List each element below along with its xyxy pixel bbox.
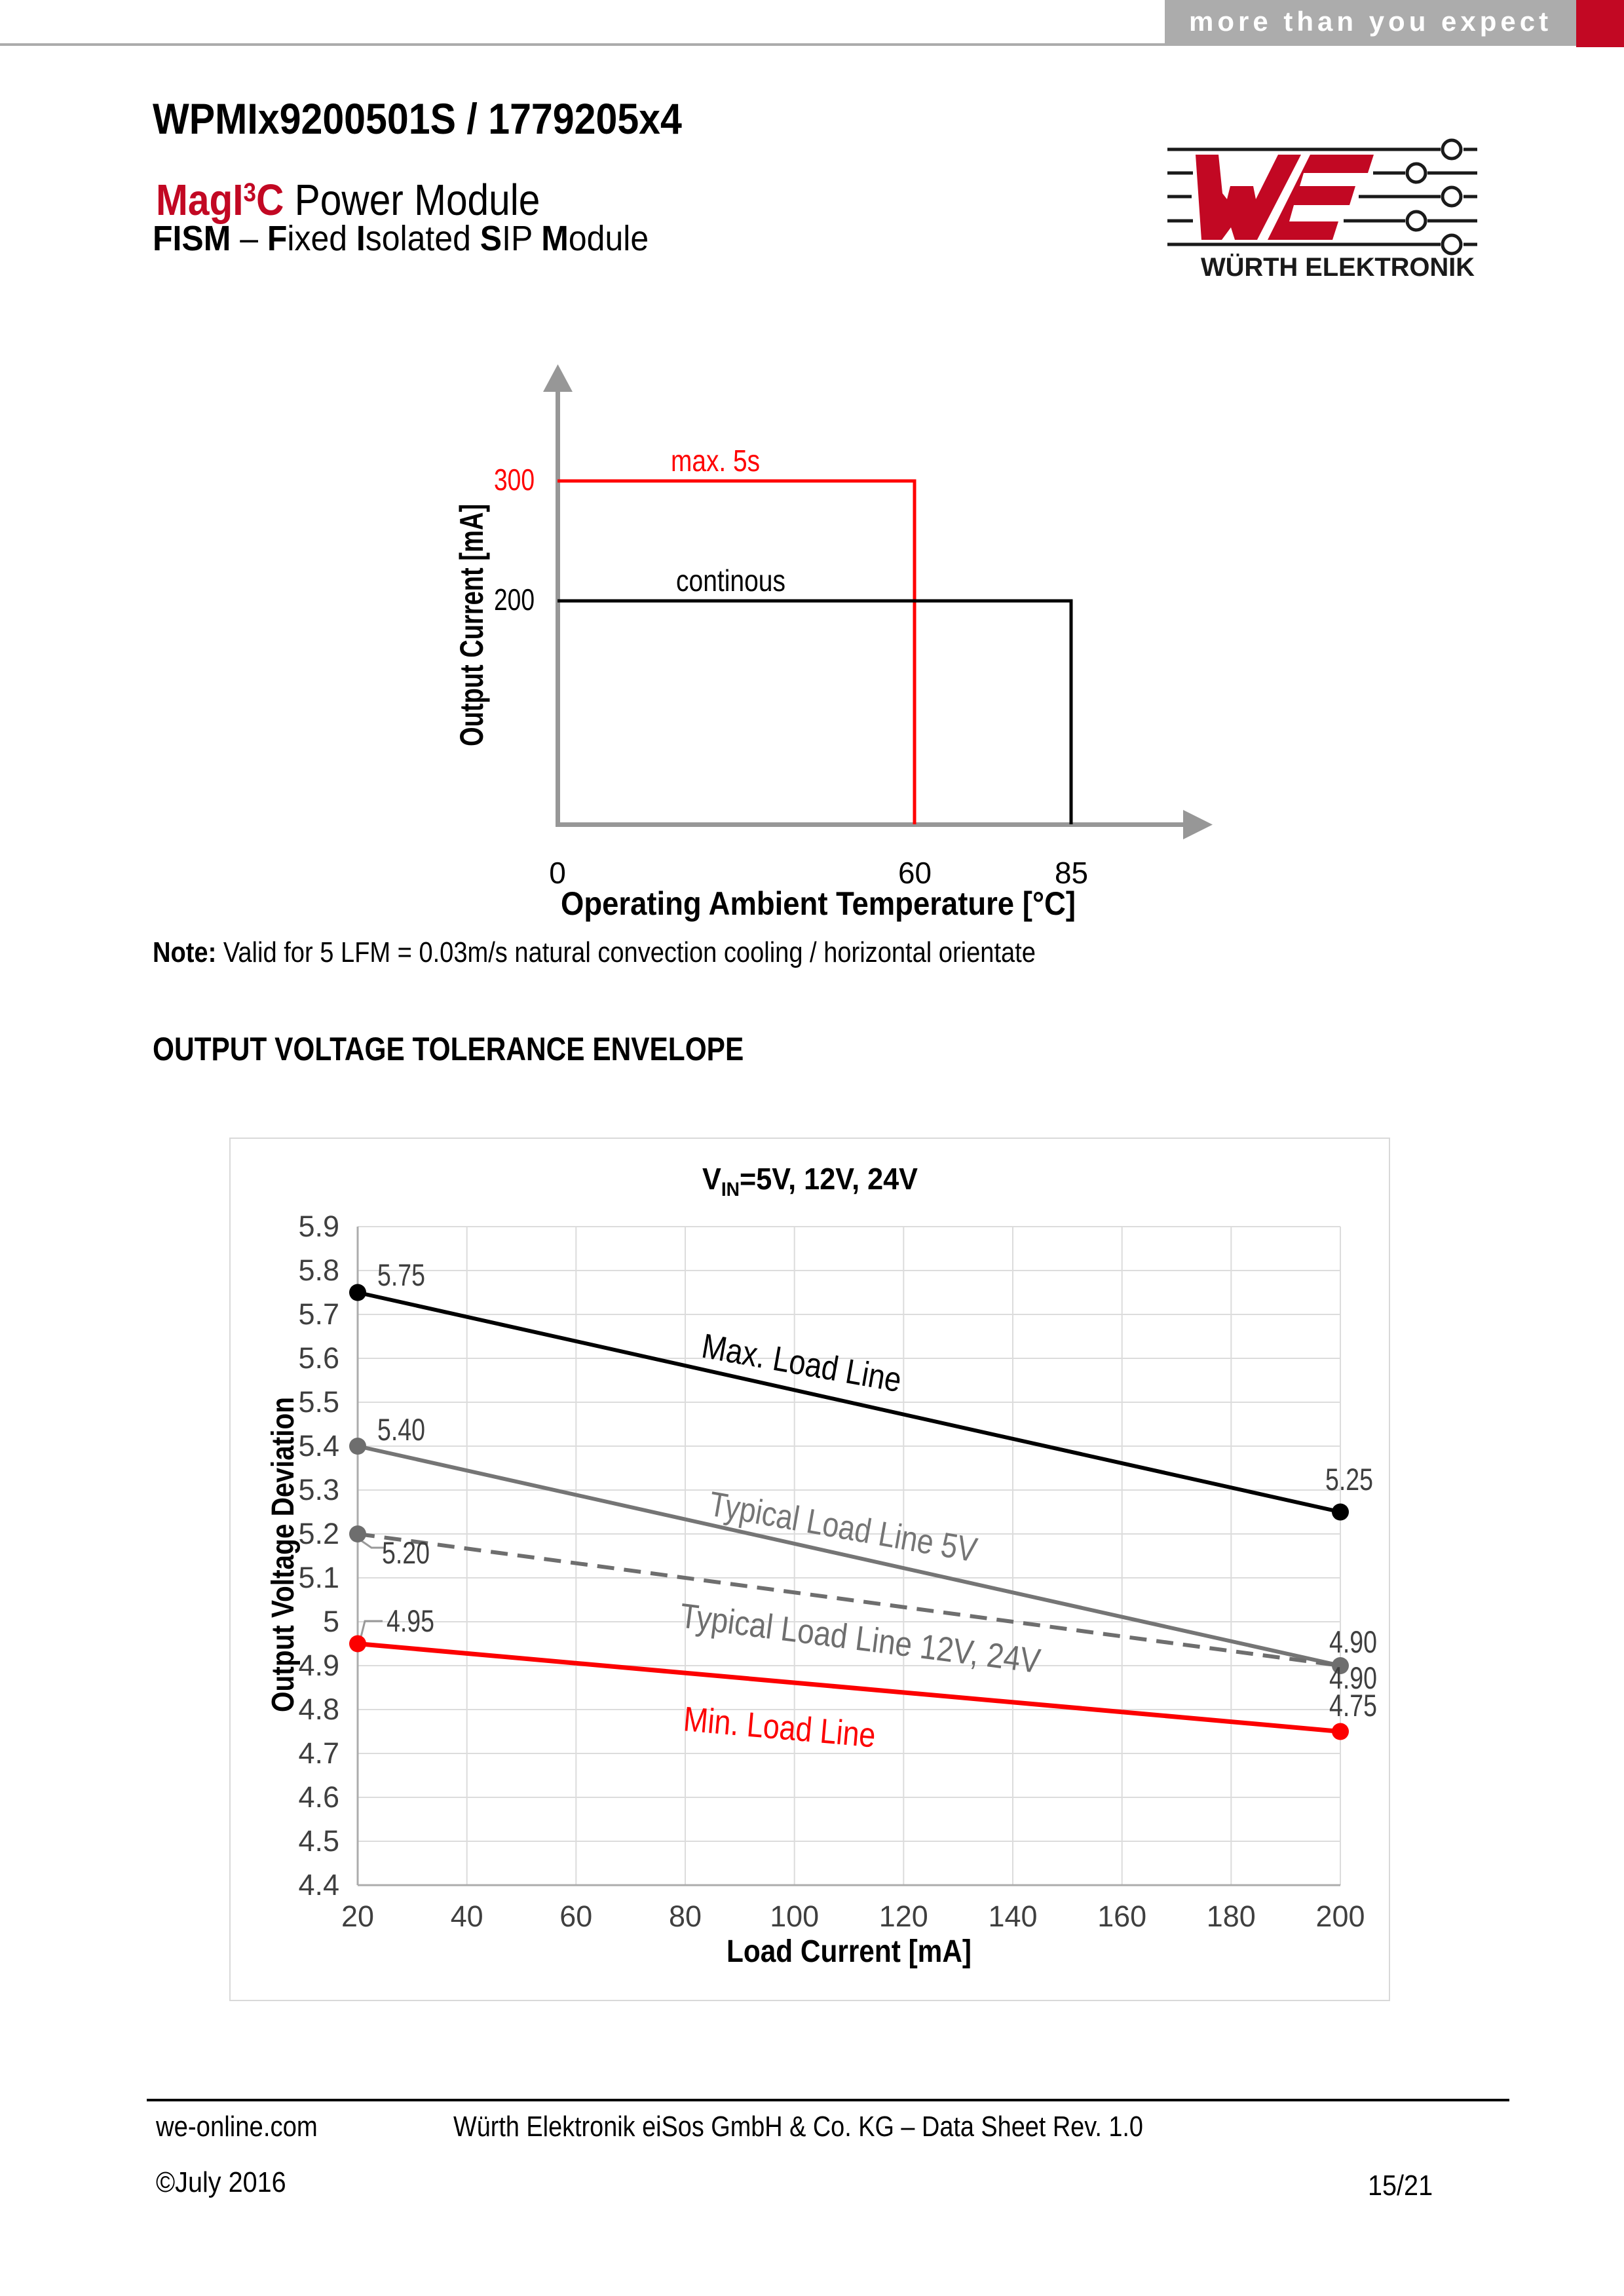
svg-text:5.4: 5.4 [298, 1429, 339, 1463]
svg-text:5: 5 [323, 1605, 339, 1638]
svg-text:Min. Load Line: Min. Load Line [682, 1700, 877, 1755]
svg-text:40: 40 [451, 1900, 483, 1933]
svg-text:5.3: 5.3 [298, 1473, 339, 1506]
svg-text:5.9: 5.9 [298, 1210, 339, 1243]
svg-text:0: 0 [549, 856, 566, 890]
svg-text:5.1: 5.1 [298, 1561, 339, 1594]
svg-text:180: 180 [1207, 1900, 1256, 1933]
svg-text:4.90: 4.90 [1329, 1660, 1377, 1695]
svg-text:4.9: 4.9 [298, 1649, 339, 1682]
svg-text:5.40: 5.40 [377, 1412, 425, 1447]
svg-text:4.4: 4.4 [298, 1868, 339, 1902]
svg-text:60: 60 [898, 856, 932, 890]
svg-text:5.5: 5.5 [298, 1385, 339, 1419]
svg-text:4.90: 4.90 [1329, 1624, 1377, 1659]
svg-text:100: 100 [770, 1900, 819, 1933]
svg-text:5.75: 5.75 [377, 1257, 425, 1292]
svg-text:4.95: 4.95 [387, 1603, 434, 1638]
svg-text:80: 80 [669, 1900, 702, 1933]
svg-text:VIN=5V, 12V, 24V: VIN=5V, 12V, 24V [702, 1162, 918, 1200]
svg-text:140: 140 [989, 1900, 1038, 1933]
svg-text:85: 85 [1055, 856, 1088, 890]
svg-text:60: 60 [559, 1900, 592, 1933]
svg-text:200: 200 [494, 583, 535, 617]
svg-text:Typical Load Line 5V: Typical Load Line 5V [706, 1485, 980, 1570]
svg-text:5.6: 5.6 [298, 1341, 339, 1375]
svg-text:200: 200 [1316, 1900, 1365, 1933]
svg-text:max. 5s: max. 5s [671, 444, 760, 478]
svg-text:Output Voltage Deviation: Output Voltage Deviation [266, 1397, 301, 1712]
svg-text:4.7: 4.7 [298, 1736, 339, 1770]
svg-text:5.20: 5.20 [382, 1535, 430, 1570]
svg-text:5.25: 5.25 [1325, 1462, 1373, 1497]
svg-text:WÜRTH ELEKTRONIK: WÜRTH ELEKTRONIK [1201, 252, 1475, 282]
svg-text:300: 300 [494, 463, 535, 497]
svg-text:4.8: 4.8 [298, 1693, 339, 1726]
svg-text:5.7: 5.7 [298, 1297, 339, 1331]
svg-text:20: 20 [341, 1900, 374, 1933]
svg-text:160: 160 [1097, 1900, 1146, 1933]
svg-text:120: 120 [879, 1900, 928, 1933]
svg-text:4.75: 4.75 [1329, 1688, 1377, 1723]
svg-text:Typical Load Line 12V, 24V: Typical Load Line 12V, 24V [677, 1596, 1043, 1681]
svg-text:Operating Ambient Temperature: Operating Ambient Temperature [°C] [561, 885, 1076, 922]
svg-text:Output Current [mA]: Output Current [mA] [453, 504, 490, 746]
svg-text:4.5: 4.5 [298, 1824, 339, 1858]
svg-text:continous: continous [676, 564, 785, 598]
svg-text:Max. Load Line: Max. Load Line [699, 1327, 905, 1400]
svg-text:4.6: 4.6 [298, 1780, 339, 1814]
svg-text:5.8: 5.8 [298, 1253, 339, 1287]
svg-text:5.2: 5.2 [298, 1517, 339, 1550]
svg-text:Load Current [mA]: Load Current [mA] [727, 1934, 972, 1969]
